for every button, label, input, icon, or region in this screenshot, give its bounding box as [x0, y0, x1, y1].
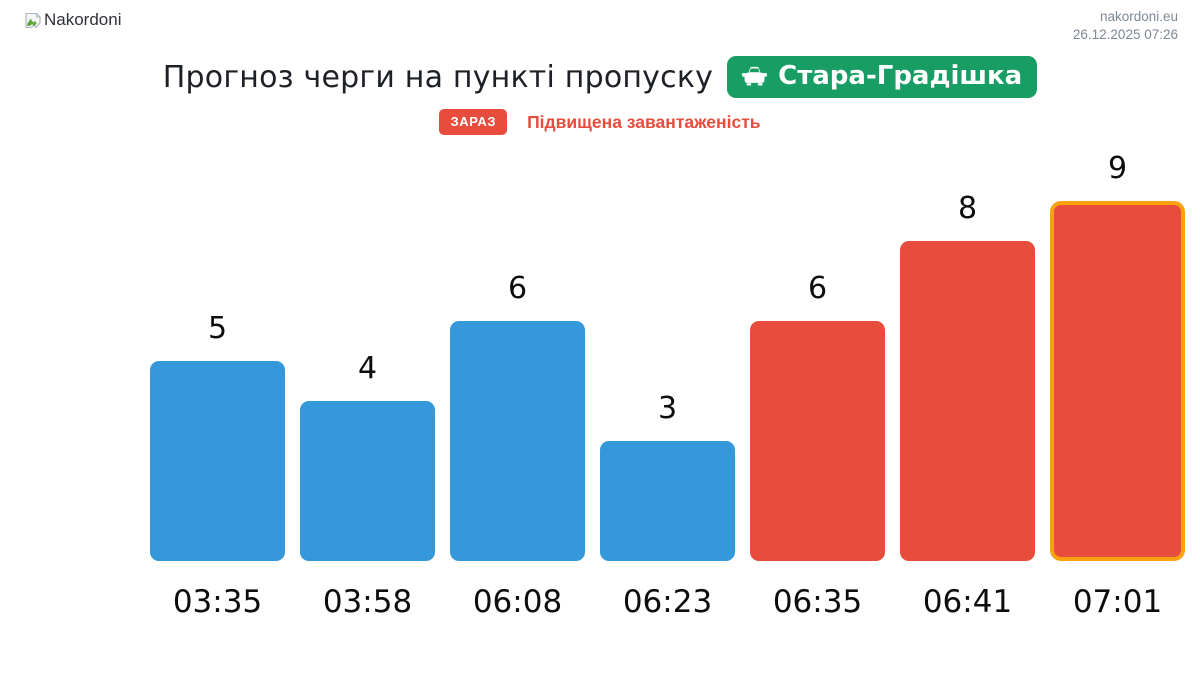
site-info: nakordoni.eu 26.12.2025 07:26: [1073, 8, 1178, 44]
bar-column: 6: [750, 272, 885, 561]
bar-column: 8: [900, 192, 1035, 561]
x-axis-label: 03:58: [322, 584, 413, 620]
logo-text: Nakordoni: [44, 10, 122, 29]
page-title: Прогноз черги на пункті пропуску: [162, 59, 714, 95]
status-text: Підвищена завантаженість: [527, 111, 761, 132]
bar-06:08: [450, 321, 585, 561]
crossing-badge[interactable]: Стара-Градішка: [727, 56, 1038, 98]
bar-03:35: [150, 361, 285, 561]
bar-column: 4: [300, 352, 435, 561]
bar-column: 3: [600, 392, 735, 561]
bar-03:58: [300, 401, 435, 561]
broken-image-icon: [23, 10, 43, 30]
now-badge: ЗАРАЗ: [439, 109, 508, 135]
logo-link[interactable]: Nakordoni: [23, 10, 122, 30]
bar-column: 6: [450, 272, 585, 561]
bar-value-label: 3: [657, 391, 678, 426]
bar-value-label: 8: [957, 191, 978, 226]
queue-forecast-chart: 5 4 6 3 6 8 9: [150, 147, 1185, 561]
bar-value-label: 4: [357, 351, 378, 386]
title-row: Прогноз черги на пункті пропуску Стара-Г…: [0, 56, 1200, 98]
bar-column: 5: [150, 312, 285, 561]
bar-value-label: 9: [1107, 151, 1128, 186]
x-axis-label: 06:08: [472, 584, 563, 620]
bar-value-label: 6: [807, 271, 828, 306]
status-row: ЗАРАЗ Підвищена завантаженість: [0, 109, 1200, 135]
x-axis-label: 03:35: [172, 584, 263, 620]
bar-column: 9: [1050, 152, 1185, 561]
car-icon: [740, 63, 769, 89]
x-axis-label: 06:23: [622, 584, 713, 620]
bar-06:35: [750, 321, 885, 561]
x-axis-label: 06:41: [922, 584, 1013, 620]
site-url: nakordoni.eu: [1099, 9, 1178, 24]
bar-07:01: [1050, 201, 1185, 561]
x-axis-label: 07:01: [1072, 584, 1163, 620]
bar-value-label: 5: [207, 311, 228, 346]
crossing-name: Стара-Градішка: [778, 61, 1023, 91]
timestamp: 26.12.2025 07:26: [1072, 27, 1178, 42]
x-axis-label: 06:35: [772, 584, 863, 620]
bar-06:41: [900, 241, 1035, 561]
x-axis-labels: 03:35 03:58 06:08 06:23 06:35 06:41 07:01: [150, 584, 1185, 620]
bar-value-label: 6: [507, 271, 528, 306]
bar-06:23: [600, 441, 735, 561]
